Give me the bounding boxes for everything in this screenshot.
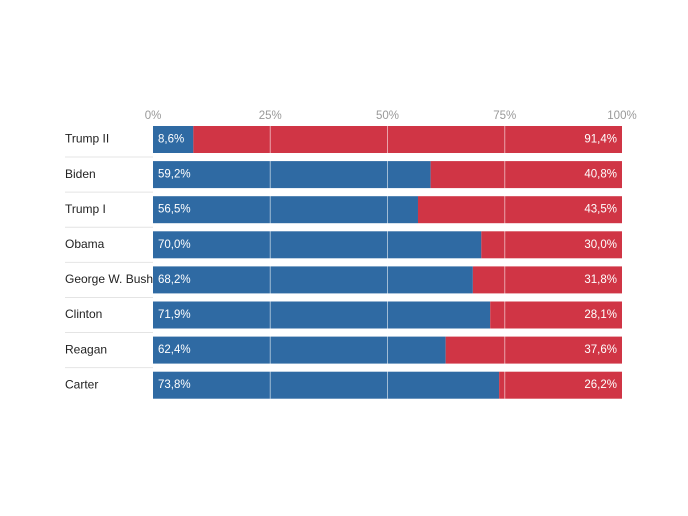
category-label-trump-i: Trump I — [65, 202, 106, 216]
data-label-trump-ii-blue: 8,6% — [158, 134, 184, 146]
bar-segment-clinton-red — [490, 301, 622, 329]
bar-segment-reagan-red — [445, 336, 622, 364]
category-label-clinton: Clinton — [65, 307, 102, 321]
data-label-carter-red: 26,2% — [584, 379, 617, 391]
data-label-biden-blue: 59,2% — [158, 169, 191, 181]
label-layer: 0% 25% 50% 75% 100% Trump II 8,6% 91,4% Biden 59,… — [65, 110, 637, 391]
category-label-obama: Obama — [65, 237, 105, 251]
bar-segment-carter-blue — [153, 371, 500, 399]
bar-segment-clinton-blue — [153, 301, 491, 329]
data-label-obama-blue: 70,0% — [158, 239, 191, 251]
bar-segment-george-w-bush-blue — [153, 266, 473, 294]
bar-segment-george-w-bush-red — [472, 266, 622, 294]
bar-segment-biden-blue — [153, 161, 431, 189]
bar-segment-carter-red — [499, 371, 622, 399]
bar-segment-obama-blue — [153, 231, 482, 259]
bar-segment-trump-ii-red — [193, 126, 623, 153]
category-label-george-w-bush: George W. Bush — [65, 272, 153, 286]
category-label-biden: Biden — [65, 167, 96, 181]
x-tick-label-25: 25% — [259, 110, 282, 122]
x-tick-label-0: 0% — [145, 110, 162, 122]
data-label-obama-red: 30,0% — [584, 239, 617, 251]
grid-layer — [65, 125, 506, 399]
data-label-clinton-red: 28,1% — [584, 309, 617, 321]
data-label-trump-ii-red: 91,4% — [584, 134, 617, 146]
data-label-trump-i-red: 43,5% — [584, 204, 617, 216]
category-label-trump-ii: Trump II — [65, 132, 109, 146]
bar-segment-trump-i-red — [417, 196, 622, 224]
data-label-biden-red: 40,8% — [584, 169, 617, 181]
x-tick-label-50: 50% — [376, 110, 399, 122]
bars-layer — [153, 126, 623, 399]
bar-segment-biden-red — [430, 161, 622, 189]
data-label-reagan-red: 37,6% — [584, 344, 617, 356]
data-label-carter-blue: 73,8% — [158, 379, 191, 391]
x-tick-label-75: 75% — [493, 110, 516, 122]
x-tick-label-100: 100% — [607, 110, 636, 122]
category-label-reagan: Reagan — [65, 342, 107, 356]
data-label-reagan-blue: 62,4% — [158, 344, 191, 356]
bar-segment-trump-i-blue — [153, 196, 418, 224]
bar-segment-trump-ii-blue — [153, 126, 194, 153]
data-label-trump-i-blue: 56,5% — [158, 204, 191, 216]
bar-segment-reagan-blue — [153, 336, 446, 364]
category-label-carter: Carter — [65, 377, 98, 391]
data-label-clinton-blue: 71,9% — [158, 309, 191, 321]
data-label-george-w-bush-blue: 68,2% — [158, 274, 191, 286]
data-label-george-w-bush-red: 31,8% — [584, 274, 617, 286]
